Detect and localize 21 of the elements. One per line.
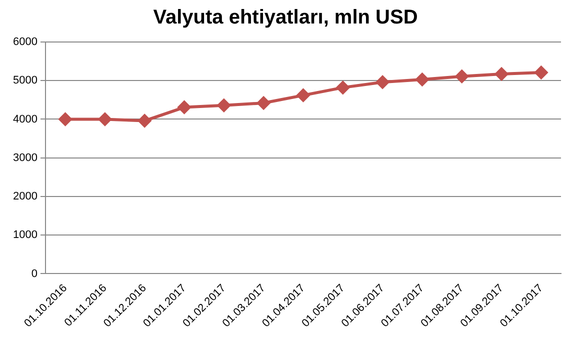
y-tick-label: 4000	[12, 113, 38, 126]
y-tick-label: 2000	[12, 190, 38, 203]
point	[376, 76, 390, 89]
point	[217, 98, 230, 112]
y-tick-label: 5000	[12, 74, 38, 87]
point	[495, 68, 508, 81]
y-tick-label: 1000	[12, 229, 38, 242]
chart-title: Valyuta ehtiyatları, mln USD	[153, 6, 418, 29]
point	[336, 81, 350, 94]
point	[455, 70, 468, 83]
point	[416, 72, 429, 86]
point	[296, 88, 310, 102]
y-tick-label: 6000	[12, 36, 38, 48]
point	[98, 112, 112, 126]
y-tick-label: 0	[31, 268, 38, 280]
point	[58, 112, 72, 126]
point	[257, 96, 270, 110]
point	[138, 114, 152, 128]
y-tick-label: 3000	[12, 152, 38, 164]
point	[534, 66, 548, 80]
point	[178, 100, 191, 114]
